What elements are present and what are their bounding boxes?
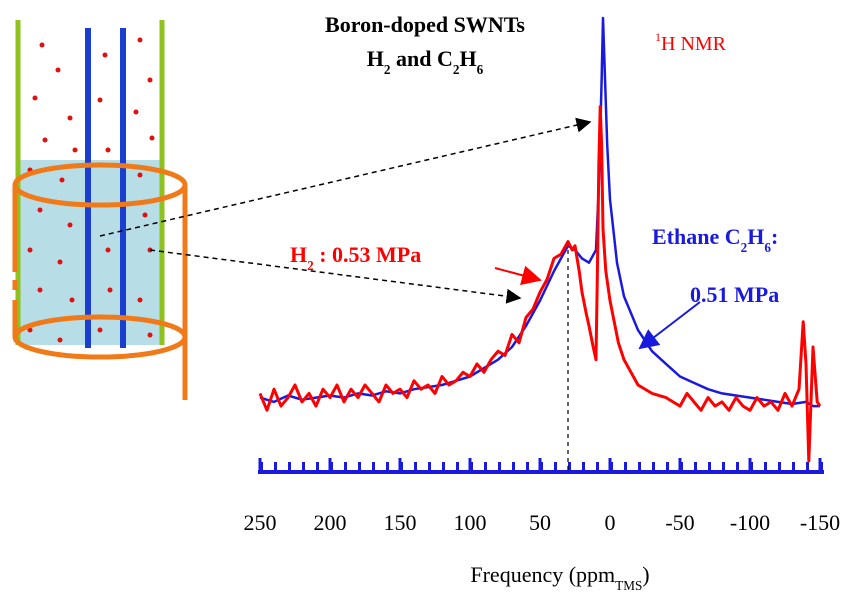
plot-area [258, 16, 824, 474]
text-part: 6 [764, 240, 771, 255]
text-part: 2 [307, 258, 314, 273]
x-tick-label: 0 [605, 510, 616, 535]
text-part: TMS [615, 578, 642, 593]
text-part: Frequency (ppm [470, 562, 615, 587]
x-tick-label: -50 [665, 510, 694, 535]
annotation: H2 : 0.53 MPa [290, 242, 421, 273]
text-part: ) [642, 562, 649, 587]
text-part: 2 [453, 62, 460, 77]
x-axis-label: Frequency (ppmTMS) [470, 562, 649, 593]
text-part: 0.51 MPa [690, 282, 779, 307]
text-part: : [771, 224, 778, 249]
text-part: H NMR [661, 33, 727, 55]
text-part: 6 [477, 62, 484, 77]
text-part: Boron-doped SWNTs [325, 12, 525, 37]
dashed-arrow [149, 249, 522, 304]
text-part: H [747, 224, 764, 249]
chart-subtitle: H2 and C2H6 [367, 46, 484, 77]
text-part: H [290, 242, 307, 267]
x-tick-label: 100 [454, 510, 487, 535]
sample-diagram [12, 20, 188, 400]
x-tick-label: 250 [244, 510, 277, 535]
spectrum-line [259, 16, 820, 408]
x-tick-label: -150 [800, 510, 840, 535]
x-tick-label: 200 [314, 510, 347, 535]
text-part: 2 [741, 240, 748, 255]
text-part: : 0.53 MPa [314, 242, 422, 267]
annotation: 1H NMR [655, 30, 727, 55]
annotation: Ethane C2H6: [652, 224, 778, 255]
annotation: 0.51 MPa [690, 282, 779, 307]
dashed-arrow [99, 117, 592, 237]
molecules [27, 37, 155, 343]
text-part: 1 [655, 30, 661, 44]
arrow [494, 265, 542, 286]
text-part: 2 [384, 62, 391, 77]
chart-title: Boron-doped SWNTs [325, 12, 525, 37]
x-tick-label: 50 [529, 510, 551, 535]
text-part: Ethane C [652, 224, 741, 249]
arrow [638, 301, 701, 350]
spectrum-line [258, 105, 822, 463]
text-part: H [459, 46, 476, 71]
text-part: and C [391, 46, 453, 71]
x-tick-label: -100 [730, 510, 770, 535]
x-tick-label: 150 [384, 510, 417, 535]
text-part: H [367, 46, 384, 71]
pointers [99, 117, 701, 470]
